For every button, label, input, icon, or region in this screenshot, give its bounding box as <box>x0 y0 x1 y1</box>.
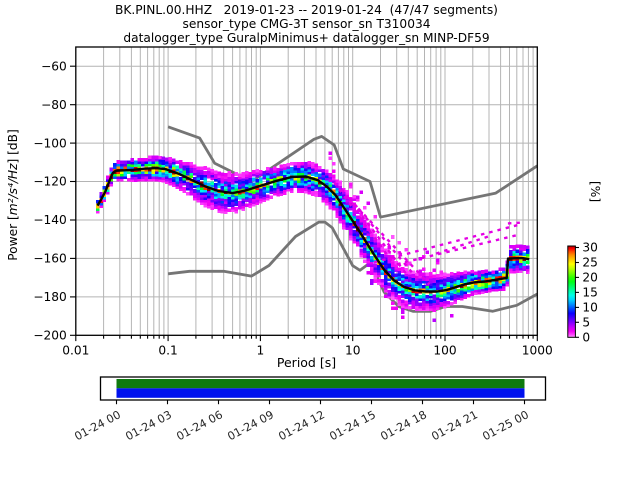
svg-text:0: 0 <box>582 331 590 345</box>
timeline-tick-label: 01-25 00 <box>480 408 531 443</box>
timeline-tick-label: 01-24 15 <box>327 408 378 443</box>
svg-text:−160: −160 <box>33 252 66 266</box>
svg-text:0.1: 0.1 <box>158 343 177 357</box>
svg-text:10: 10 <box>345 343 361 357</box>
svg-text:25: 25 <box>582 256 598 270</box>
x-tick-labels: 0.01 0.1 1 10 100 1000 <box>62 343 553 357</box>
coverage-bar-used <box>116 379 525 389</box>
svg-text:−100: −100 <box>33 136 66 150</box>
timeline-tick-label: 01-24 03 <box>123 408 174 443</box>
timeline-tick-label: 01-24 21 <box>429 408 480 443</box>
figure-title: BK.PINL.00.HHZ 2019-01-23 -- 2019-01-24 … <box>115 3 498 17</box>
svg-text:−140: −140 <box>33 213 66 227</box>
colorbar-axis-label: [%] <box>588 181 602 203</box>
figure-subtitle-sensor: sensor_type CMG-3T sensor_sn T310034 <box>182 17 431 31</box>
nhnm-curve <box>167 125 538 219</box>
svg-text:30: 30 <box>582 241 598 255</box>
svg-text:100: 100 <box>433 343 456 357</box>
svg-text:−60: −60 <box>41 59 67 73</box>
svg-text:15: 15 <box>582 286 598 300</box>
timeline-tick-label: 01-24 09 <box>225 408 276 443</box>
plot-border <box>75 46 538 336</box>
x-axis-ticks <box>70 65 538 342</box>
svg-text:0.01: 0.01 <box>62 343 89 357</box>
svg-text:−200: −200 <box>33 329 66 343</box>
svg-text:5: 5 <box>582 316 590 330</box>
x-axis-label: Period [s] <box>276 355 337 370</box>
nlnm-curve <box>167 220 538 313</box>
svg-text:−80: −80 <box>41 98 67 112</box>
coverage-timeline: 01-24 00 01-24 03 01-24 06 01-24 09 01-24 12… <box>72 376 547 443</box>
outlier-streaks <box>333 181 524 286</box>
coverage-bar-data <box>116 388 525 398</box>
timeline-tick-label: 01-24 18 <box>378 408 429 443</box>
svg-text:10: 10 <box>582 301 598 315</box>
y-tick-labels: −200 −180 −160 −140 −120 −100 −80 −60 <box>33 59 66 342</box>
psd-mode-line <box>96 166 530 293</box>
timeline-tick-label: 01-24 06 <box>174 408 225 443</box>
figure-subtitle-datalogger: datalogger_type GuralpMinimus+ datalogge… <box>123 31 490 45</box>
svg-text:20: 20 <box>582 271 598 285</box>
ppsd-histogram <box>95 151 530 323</box>
svg-text:−120: −120 <box>33 175 66 189</box>
timeline-tick-label: 01-24 00 <box>72 408 123 443</box>
timeline-tick-label: 01-24 12 <box>276 408 327 443</box>
svg-text:1000: 1000 <box>522 343 553 357</box>
svg-text:1: 1 <box>257 343 265 357</box>
svg-text:−180: −180 <box>33 290 66 304</box>
